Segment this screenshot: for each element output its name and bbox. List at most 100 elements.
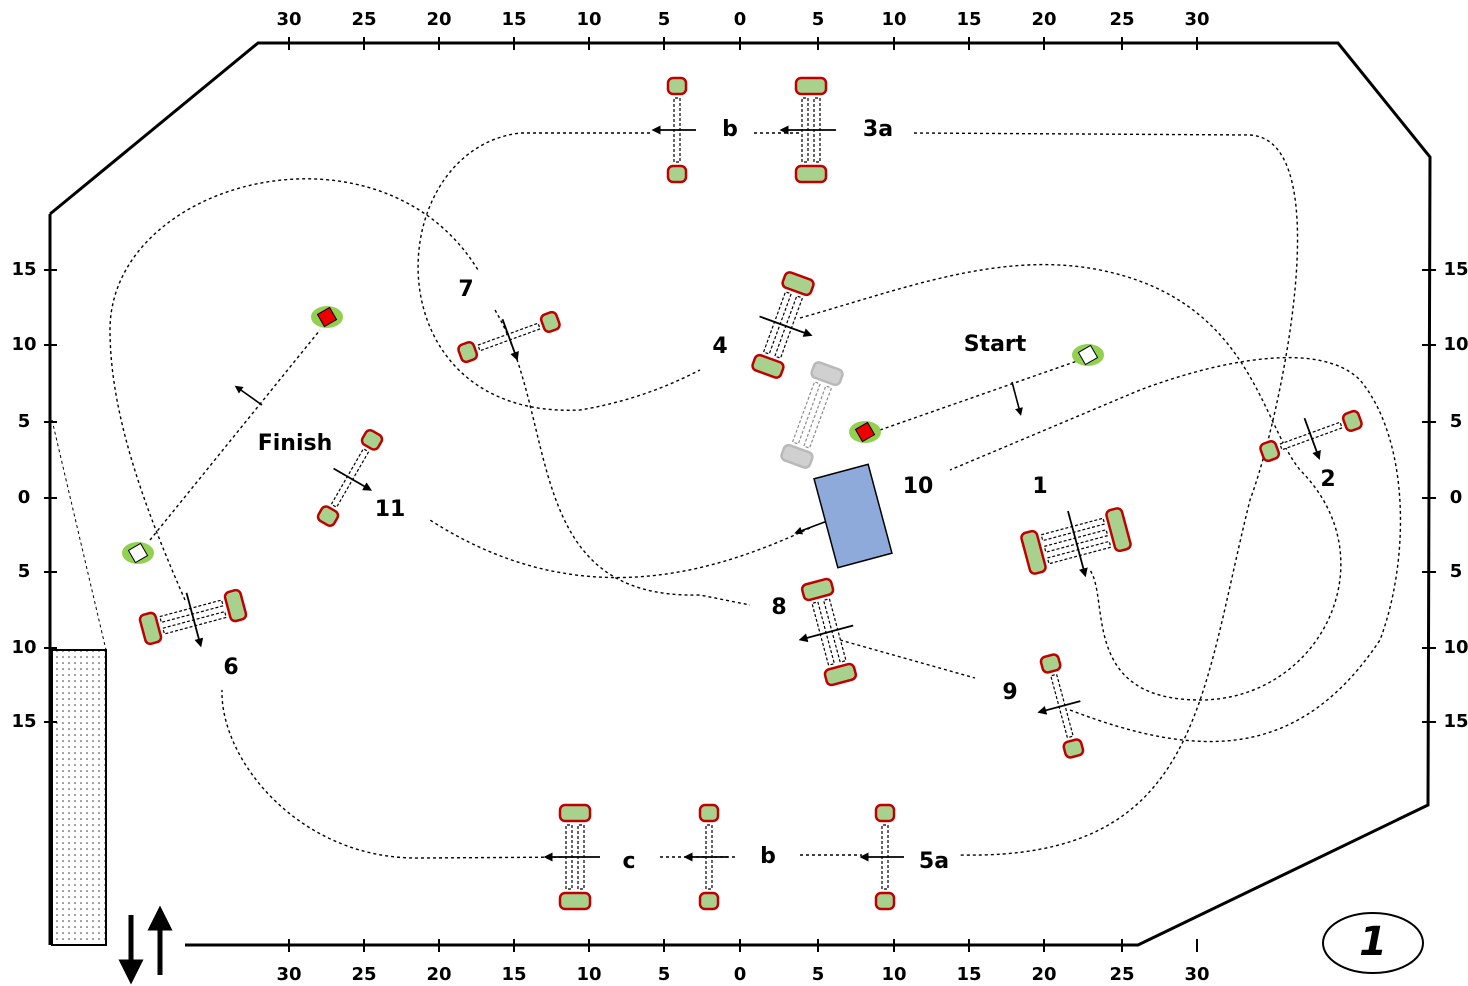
finish-label: Finish — [258, 431, 333, 456]
start-label: Start — [964, 332, 1027, 357]
ruler-label: 5 — [812, 9, 825, 30]
jump-stand — [874, 891, 896, 911]
ruler-label: 10 — [881, 964, 906, 985]
jump-label: 2 — [1320, 467, 1335, 492]
jump-label: 7 — [458, 277, 473, 302]
ruler-label: 0 — [734, 964, 747, 985]
jump-label: 11 — [375, 497, 406, 522]
ruler-label: 25 — [351, 964, 376, 985]
jump-arrow — [1067, 510, 1088, 578]
water-obstacle — [813, 463, 893, 569]
jump-stand — [1341, 409, 1363, 432]
ruler-label: 5 — [18, 561, 31, 582]
jump-stand — [794, 164, 828, 184]
ruler-label: 10 — [576, 9, 601, 30]
ruler-label: 25 — [1109, 9, 1134, 30]
jump-stand — [800, 577, 835, 602]
flag — [854, 421, 876, 443]
jump-label: 5a — [919, 849, 949, 874]
jump-arrow — [1303, 417, 1321, 460]
ruler-label: 15 — [501, 9, 526, 30]
jump — [798, 577, 858, 687]
jump-label: 9 — [1002, 680, 1017, 705]
jump-stand — [316, 505, 340, 527]
jump-rail — [803, 385, 833, 449]
guide-line — [51, 419, 107, 651]
jump-arrow — [1037, 700, 1081, 715]
jump-label: 1 — [1032, 474, 1047, 499]
ruler-label: 15 — [11, 711, 36, 732]
ghost-jump — [780, 361, 844, 469]
jump-label: c — [622, 849, 635, 874]
course-number: 1 — [1359, 919, 1387, 965]
jump-stand — [823, 662, 858, 687]
jump — [651, 76, 696, 184]
jump-label: 3a — [863, 117, 893, 142]
ruler-label: 5 — [1450, 411, 1463, 432]
jump-stand — [1105, 507, 1132, 553]
jump-stand — [1020, 529, 1047, 575]
ruler-label: 30 — [1184, 9, 1209, 30]
jump-stand — [558, 891, 592, 911]
ruler-label: 0 — [18, 487, 31, 508]
jump-arrow — [501, 318, 519, 361]
ruler-label: 30 — [276, 9, 301, 30]
flag — [1077, 344, 1099, 366]
ruler-label: 20 — [1031, 964, 1056, 985]
jump — [457, 310, 561, 364]
jump-stand — [810, 361, 844, 387]
ruler-label: 15 — [956, 9, 981, 30]
jump-stand — [360, 429, 384, 451]
jump-label: 10 — [903, 474, 934, 499]
jump — [138, 588, 248, 648]
jump-label: 6 — [223, 655, 238, 680]
ruler-label: 5 — [658, 964, 671, 985]
jump-stand — [1259, 440, 1281, 463]
jump-stand — [874, 803, 896, 823]
ruler-label: 15 — [501, 964, 526, 985]
jump-stand — [698, 803, 720, 823]
arena-outline — [48, 41, 1432, 947]
jump-stand — [666, 164, 688, 184]
ruler-label: 15 — [1443, 259, 1468, 280]
jump — [1037, 653, 1085, 759]
jump-stand — [794, 76, 828, 96]
jump-stand — [558, 803, 592, 823]
jump-stand — [1039, 653, 1062, 674]
jump-stand — [751, 353, 785, 379]
ruler-label: 30 — [1184, 964, 1209, 985]
jump — [751, 271, 815, 379]
ruler-label: 5 — [812, 964, 825, 985]
direction-arrows — [234, 381, 1023, 535]
jump — [316, 429, 384, 527]
jump-label: b — [760, 844, 776, 869]
jump-stand — [698, 891, 720, 911]
jump-arrow — [185, 592, 204, 648]
jump — [779, 76, 836, 184]
jump-stand — [780, 443, 814, 469]
jump-stand — [138, 611, 163, 646]
ruler-label: 10 — [11, 637, 36, 658]
ruler-label: 15 — [956, 964, 981, 985]
ruler-label: 10 — [881, 9, 906, 30]
ruler-label: 5 — [18, 411, 31, 432]
ruler-label: 15 — [11, 259, 36, 280]
flag — [127, 542, 149, 564]
grandstand — [51, 649, 107, 946]
jump-rail — [791, 381, 821, 445]
jump-label: 4 — [712, 334, 727, 359]
ruler-label: 15 — [1443, 711, 1468, 732]
jump-arrow — [759, 315, 813, 337]
ruler-label: 25 — [351, 9, 376, 30]
jump-stand — [666, 76, 688, 96]
jump-stand — [1062, 738, 1085, 759]
jump — [683, 803, 728, 911]
ruler-label: 20 — [426, 964, 451, 985]
jump-stand — [223, 588, 248, 623]
jump-arrow — [798, 624, 854, 643]
course-badge — [1322, 912, 1424, 974]
jump-label: 8 — [771, 595, 786, 620]
jump-stand — [781, 271, 815, 297]
ruler-label: 0 — [1450, 487, 1463, 508]
ruler-label: 20 — [1031, 9, 1056, 30]
